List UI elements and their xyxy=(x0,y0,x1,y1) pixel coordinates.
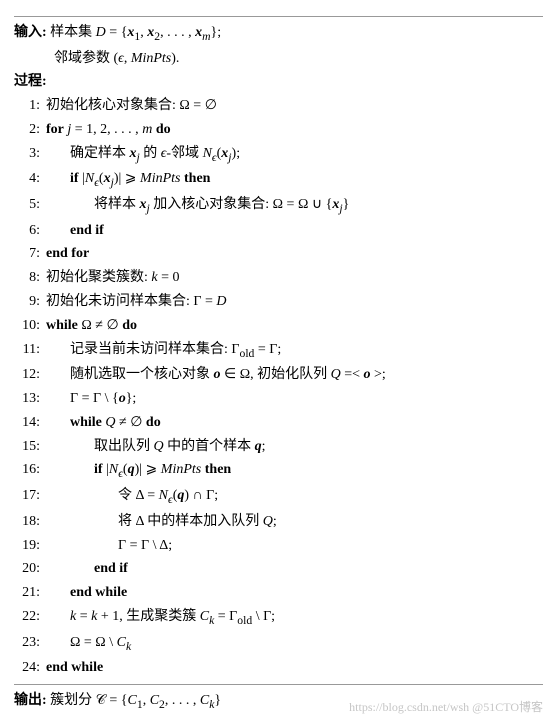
line-number: 24: xyxy=(14,656,46,680)
line-number: 1: xyxy=(14,94,46,118)
line-content: 记录当前未访问样本集合: Γold = Γ; xyxy=(46,338,543,364)
line-number: 4: xyxy=(14,167,46,191)
line-number: 21: xyxy=(14,581,46,605)
line-content: 初始化聚类簇数: k = 0 xyxy=(46,266,543,290)
line-number: 14: xyxy=(14,411,46,435)
line-content: Γ = Γ \ Δ; xyxy=(46,534,543,558)
line-number: 17: xyxy=(14,484,46,508)
line-number: 10: xyxy=(14,314,46,338)
line-content: end if xyxy=(46,219,543,243)
line-content: end while xyxy=(46,581,543,605)
input-line-2: 邻域参数 (ϵ, MinPts). xyxy=(14,47,543,71)
watermark-text: https://blog.csdn.net/wsh @51CTO博客 xyxy=(349,697,543,717)
line-content: end while xyxy=(46,656,543,680)
algorithm-line: 22:k = k + 1, 生成聚类簇 Ck = Γold \ Γ; xyxy=(14,605,543,631)
line-number: 2: xyxy=(14,118,46,142)
line-number: 11: xyxy=(14,338,46,362)
line-content: for j = 1, 2, . . . , m do xyxy=(46,118,543,142)
line-content: Γ = Γ \ {o}; xyxy=(46,387,543,411)
line-content: while Q ≠ ∅ do xyxy=(46,411,543,435)
input-label: 输入: xyxy=(14,25,47,40)
algorithm-line: 19:Γ = Γ \ Δ; xyxy=(14,534,543,558)
line-number: 22: xyxy=(14,605,46,629)
line-number: 5: xyxy=(14,193,46,217)
line-content: if |Nϵ(q)| ⩾ MinPts then xyxy=(46,458,543,484)
output-text: 簇划分 𝒞 = {C1, C2, . . . , Ck} xyxy=(50,693,221,708)
algorithm-line: 7:end for xyxy=(14,242,543,266)
line-number: 12: xyxy=(14,363,46,387)
line-content: 将样本 xj 加入核心对象集合: Ω = Ω ∪ {xj} xyxy=(46,193,543,219)
algorithm-line: 4:if |Nϵ(xj)| ⩾ MinPts then xyxy=(14,167,543,193)
line-number: 7: xyxy=(14,242,46,266)
algorithm-line: 2:for j = 1, 2, . . . , m do xyxy=(14,118,543,142)
input-line-1: 样本集 D = {x1, x2, . . . , xm}; xyxy=(50,25,221,40)
algorithm-line: 16:if |Nϵ(q)| ⩾ MinPts then xyxy=(14,458,543,484)
line-number: 19: xyxy=(14,534,46,558)
algorithm-line: 1:初始化核心对象集合: Ω = ∅ xyxy=(14,94,543,118)
algorithm-line: 10:while Ω ≠ ∅ do xyxy=(14,314,543,338)
algorithm-line: 24:end while xyxy=(14,656,543,680)
line-content: Ω = Ω \ Ck xyxy=(46,631,543,657)
line-content: 取出队列 Q 中的首个样本 q; xyxy=(46,435,543,459)
algorithm-line: 15:取出队列 Q 中的首个样本 q; xyxy=(14,435,543,459)
line-number: 6: xyxy=(14,219,46,243)
line-content: 令 Δ = Nϵ(q) ∩ Γ; xyxy=(46,484,543,510)
line-content: end if xyxy=(46,557,543,581)
line-number: 8: xyxy=(14,266,46,290)
algorithm-body: 1:初始化核心对象集合: Ω = ∅2:for j = 1, 2, . . . … xyxy=(14,94,543,680)
line-number: 15: xyxy=(14,435,46,459)
line-content: 初始化核心对象集合: Ω = ∅ xyxy=(46,94,543,118)
algorithm-line: 3:确定样本 xj 的 ϵ-邻域 Nϵ(xj); xyxy=(14,142,543,168)
algorithm-line: 20:end if xyxy=(14,557,543,581)
top-rule xyxy=(14,16,543,17)
algorithm-line: 8:初始化聚类簇数: k = 0 xyxy=(14,266,543,290)
line-content: if |Nϵ(xj)| ⩾ MinPts then xyxy=(46,167,543,193)
line-number: 20: xyxy=(14,557,46,581)
algorithm-line: 12:随机选取一个核心对象 o ∈ Ω, 初始化队列 Q =< o >; xyxy=(14,363,543,387)
algorithm-line: 23:Ω = Ω \ Ck xyxy=(14,631,543,657)
algorithm-line: 14:while Q ≠ ∅ do xyxy=(14,411,543,435)
algorithm-line: 21:end while xyxy=(14,581,543,605)
algorithm-line: 11:记录当前未访问样本集合: Γold = Γ; xyxy=(14,338,543,364)
algorithm-line: 17:令 Δ = Nϵ(q) ∩ Γ; xyxy=(14,484,543,510)
line-content: k = k + 1, 生成聚类簇 Ck = Γold \ Γ; xyxy=(46,605,543,631)
line-content: 随机选取一个核心对象 o ∈ Ω, 初始化队列 Q =< o >; xyxy=(46,363,543,387)
line-number: 3: xyxy=(14,142,46,166)
algorithm-line: 18:将 Δ 中的样本加入队列 Q; xyxy=(14,510,543,534)
line-content: 确定样本 xj 的 ϵ-邻域 Nϵ(xj); xyxy=(46,142,543,168)
line-content: 将 Δ 中的样本加入队列 Q; xyxy=(46,510,543,534)
line-content: end for xyxy=(46,242,543,266)
algorithm-line: 6:end if xyxy=(14,219,543,243)
line-number: 16: xyxy=(14,458,46,482)
algorithm-line: 9:初始化未访问样本集合: Γ = D xyxy=(14,290,543,314)
line-content: while Ω ≠ ∅ do xyxy=(46,314,543,338)
process-label: 过程: xyxy=(14,70,543,94)
line-number: 13: xyxy=(14,387,46,411)
bottom-rule xyxy=(14,684,543,685)
algorithm-line: 13:Γ = Γ \ {o}; xyxy=(14,387,543,411)
line-number: 23: xyxy=(14,631,46,655)
input-block: 输入: 样本集 D = {x1, x2, . . . , xm}; 邻域参数 (… xyxy=(14,21,543,70)
output-label: 输出: xyxy=(14,693,47,708)
line-number: 18: xyxy=(14,510,46,534)
line-content: 初始化未访问样本集合: Γ = D xyxy=(46,290,543,314)
line-number: 9: xyxy=(14,290,46,314)
algorithm-line: 5:将样本 xj 加入核心对象集合: Ω = Ω ∪ {xj} xyxy=(14,193,543,219)
